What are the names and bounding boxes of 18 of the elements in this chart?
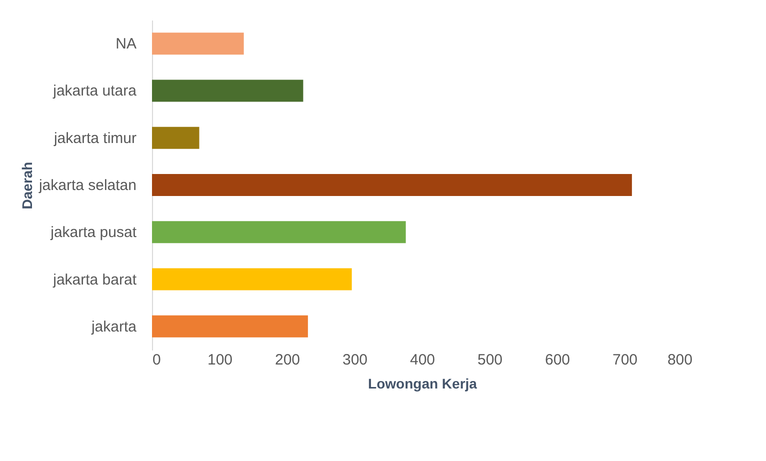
x-tick-label: 800 [667,352,692,368]
y-tick-label: jakarta utara [52,82,138,100]
y-tick-label: NA [116,36,136,53]
x-tick-label: 500 [477,352,503,368]
x-axis-title: Lowongan Kerja [368,376,478,392]
x-tick-label: 0 [152,352,161,368]
y-tick-label: jakarta selatan [38,177,136,194]
x-tick-label: 100 [207,352,233,368]
y-tick-label: jakarta timur [52,130,136,147]
x-tick-label: 400 [410,352,436,368]
y-tick-label: jakarta pusat [50,224,138,242]
x-tick-label: 600 [544,352,570,368]
x-tick-label: 200 [274,352,300,368]
y-axis-title: Daerah [18,162,35,210]
y-tick-label: jakarta barat [52,271,138,288]
x-tick-label: 300 [342,352,368,368]
y-tick-label: jakarta [90,318,138,336]
x-tick-label: 700 [612,352,638,368]
